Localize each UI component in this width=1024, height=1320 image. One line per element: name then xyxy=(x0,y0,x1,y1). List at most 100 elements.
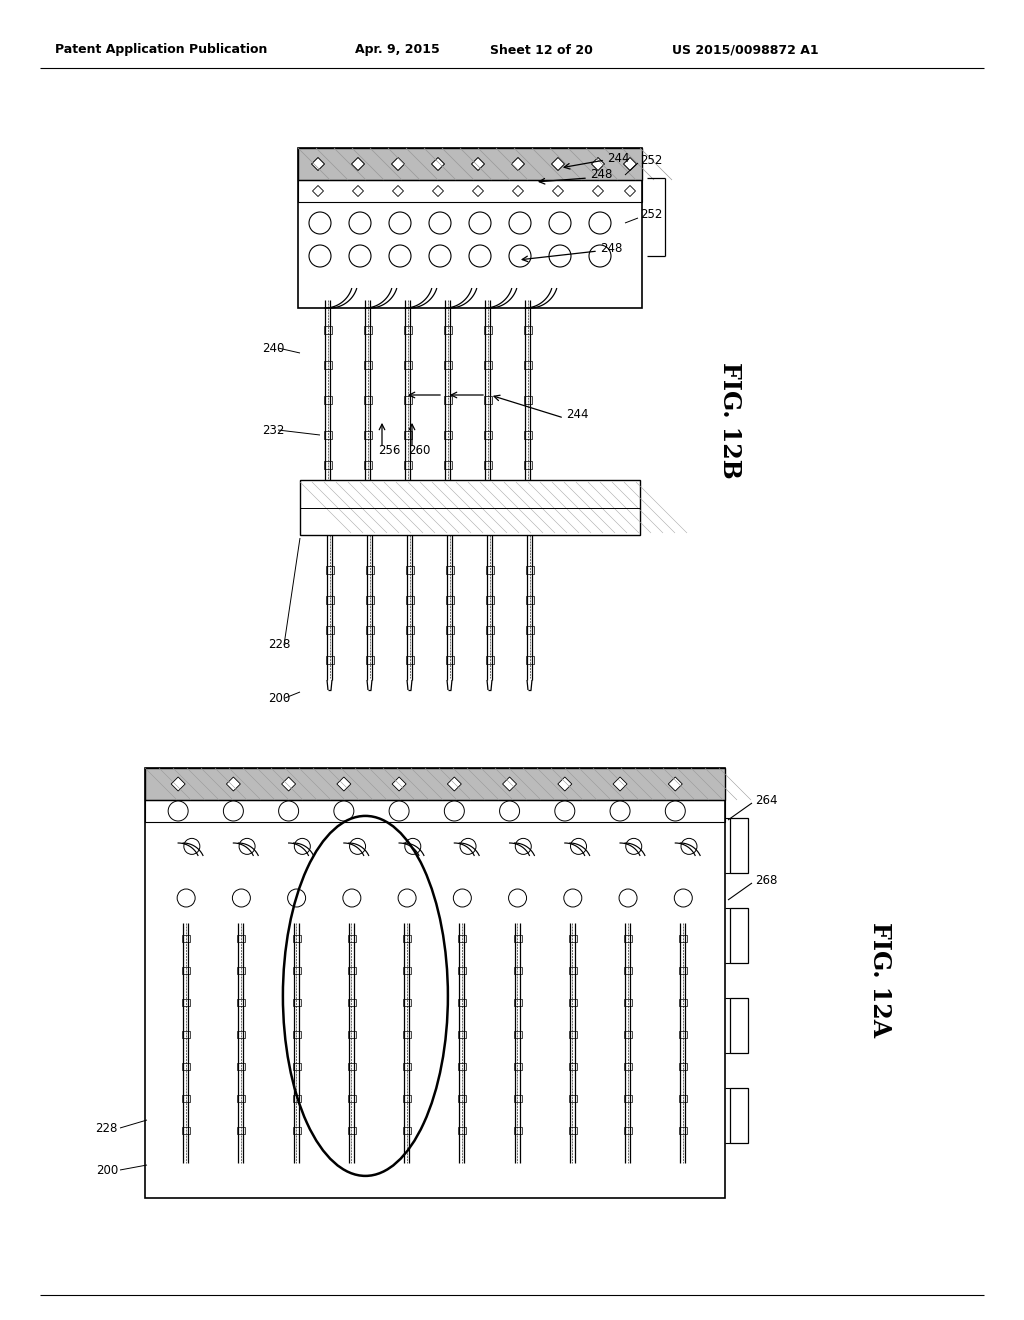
Polygon shape xyxy=(312,186,324,197)
Circle shape xyxy=(184,838,200,854)
Bar xyxy=(524,360,532,370)
Bar xyxy=(444,360,452,370)
Bar xyxy=(182,968,190,974)
Bar xyxy=(324,432,332,440)
Bar xyxy=(324,360,332,370)
Bar xyxy=(446,656,454,664)
Bar xyxy=(624,1096,632,1102)
Circle shape xyxy=(389,246,411,267)
Bar xyxy=(348,1063,356,1071)
Polygon shape xyxy=(392,777,407,791)
Bar xyxy=(486,656,494,664)
Circle shape xyxy=(589,213,611,234)
Bar xyxy=(293,1031,301,1038)
Bar xyxy=(326,656,334,664)
Bar xyxy=(403,968,411,974)
Bar xyxy=(568,1127,577,1134)
Bar xyxy=(568,1096,577,1102)
Bar xyxy=(145,768,725,800)
Circle shape xyxy=(500,801,519,821)
Polygon shape xyxy=(447,777,462,791)
Circle shape xyxy=(666,801,685,821)
Bar xyxy=(679,1127,687,1134)
Bar xyxy=(568,935,577,942)
Circle shape xyxy=(515,838,531,854)
Text: 232: 232 xyxy=(262,424,285,437)
Text: 244: 244 xyxy=(566,408,589,421)
Bar xyxy=(526,626,534,634)
Bar xyxy=(459,968,466,974)
Text: 256: 256 xyxy=(378,444,400,457)
Bar xyxy=(182,1096,190,1102)
Polygon shape xyxy=(593,186,603,197)
Bar xyxy=(406,597,414,605)
Bar xyxy=(730,1088,748,1143)
Text: 268: 268 xyxy=(755,874,777,887)
Text: 252: 252 xyxy=(640,153,663,166)
Bar xyxy=(514,1127,521,1134)
Polygon shape xyxy=(624,157,637,170)
Polygon shape xyxy=(171,777,185,791)
Bar xyxy=(145,800,725,822)
Bar xyxy=(293,1096,301,1102)
Bar xyxy=(404,432,412,440)
Bar xyxy=(366,626,374,634)
Bar xyxy=(514,1063,521,1071)
Bar xyxy=(459,1063,466,1071)
Bar xyxy=(624,1127,632,1134)
Bar xyxy=(403,935,411,942)
Circle shape xyxy=(349,838,366,854)
Bar xyxy=(324,396,332,404)
Polygon shape xyxy=(592,157,604,170)
Bar xyxy=(514,1096,521,1102)
Bar xyxy=(298,180,642,202)
Bar xyxy=(624,968,632,974)
Bar xyxy=(624,1031,632,1038)
Bar xyxy=(238,999,246,1006)
Bar xyxy=(730,998,748,1053)
Circle shape xyxy=(294,838,310,854)
Bar xyxy=(324,326,332,334)
Polygon shape xyxy=(471,157,484,170)
Bar xyxy=(238,1063,246,1071)
Polygon shape xyxy=(472,186,483,197)
Polygon shape xyxy=(392,186,403,197)
Bar xyxy=(624,1063,632,1071)
Circle shape xyxy=(454,888,471,907)
Circle shape xyxy=(610,801,630,821)
Bar xyxy=(526,597,534,605)
Bar xyxy=(679,935,687,942)
Bar xyxy=(298,148,642,180)
Bar xyxy=(324,461,332,469)
Bar xyxy=(624,999,632,1006)
Bar xyxy=(486,597,494,605)
Bar xyxy=(568,999,577,1006)
Bar xyxy=(484,432,492,440)
Bar xyxy=(403,1127,411,1134)
Bar xyxy=(459,1096,466,1102)
Bar xyxy=(348,968,356,974)
Circle shape xyxy=(460,838,476,854)
Text: 248: 248 xyxy=(590,169,612,181)
Circle shape xyxy=(626,838,642,854)
Circle shape xyxy=(389,801,410,821)
Text: Patent Application Publication: Patent Application Publication xyxy=(55,44,267,57)
Text: 248: 248 xyxy=(600,242,623,255)
Bar xyxy=(348,999,356,1006)
Bar xyxy=(484,396,492,404)
Circle shape xyxy=(404,838,421,854)
Bar xyxy=(366,656,374,664)
Text: US 2015/0098872 A1: US 2015/0098872 A1 xyxy=(672,44,818,57)
Bar xyxy=(293,1127,301,1134)
Bar xyxy=(404,461,412,469)
Circle shape xyxy=(334,801,354,821)
Text: 228: 228 xyxy=(95,1122,118,1134)
Bar xyxy=(484,461,492,469)
Bar xyxy=(182,999,190,1006)
Circle shape xyxy=(239,838,255,854)
Circle shape xyxy=(389,213,411,234)
Text: 240: 240 xyxy=(262,342,285,355)
Bar xyxy=(679,1096,687,1102)
Text: 264: 264 xyxy=(755,793,777,807)
Circle shape xyxy=(469,213,490,234)
